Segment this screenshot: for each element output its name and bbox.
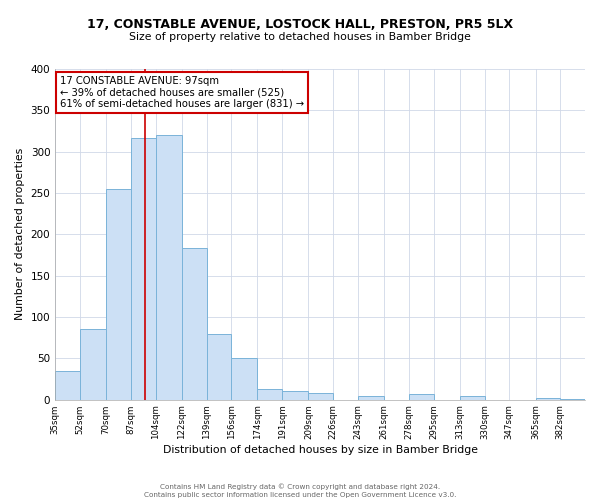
- Bar: [231, 358, 257, 400]
- Bar: [206, 334, 231, 400]
- Bar: [80, 330, 106, 400]
- Bar: [308, 393, 333, 400]
- Text: Size of property relative to detached houses in Bamber Bridge: Size of property relative to detached ho…: [129, 32, 471, 42]
- Bar: [182, 248, 206, 400]
- Bar: [536, 398, 560, 400]
- X-axis label: Distribution of detached houses by size in Bamber Bridge: Distribution of detached houses by size …: [163, 445, 478, 455]
- Bar: [106, 189, 131, 400]
- Bar: [560, 399, 585, 400]
- Bar: [55, 371, 80, 400]
- Bar: [131, 138, 155, 400]
- Y-axis label: Number of detached properties: Number of detached properties: [15, 148, 25, 320]
- Bar: [460, 396, 485, 400]
- Text: Contains HM Land Registry data © Crown copyright and database right 2024.
Contai: Contains HM Land Registry data © Crown c…: [144, 484, 456, 498]
- Bar: [155, 135, 182, 400]
- Bar: [282, 392, 308, 400]
- Text: 17 CONSTABLE AVENUE: 97sqm
← 39% of detached houses are smaller (525)
61% of sem: 17 CONSTABLE AVENUE: 97sqm ← 39% of deta…: [59, 76, 304, 109]
- Bar: [409, 394, 434, 400]
- Bar: [358, 396, 384, 400]
- Text: 17, CONSTABLE AVENUE, LOSTOCK HALL, PRESTON, PR5 5LX: 17, CONSTABLE AVENUE, LOSTOCK HALL, PRES…: [87, 18, 513, 30]
- Bar: [257, 389, 282, 400]
